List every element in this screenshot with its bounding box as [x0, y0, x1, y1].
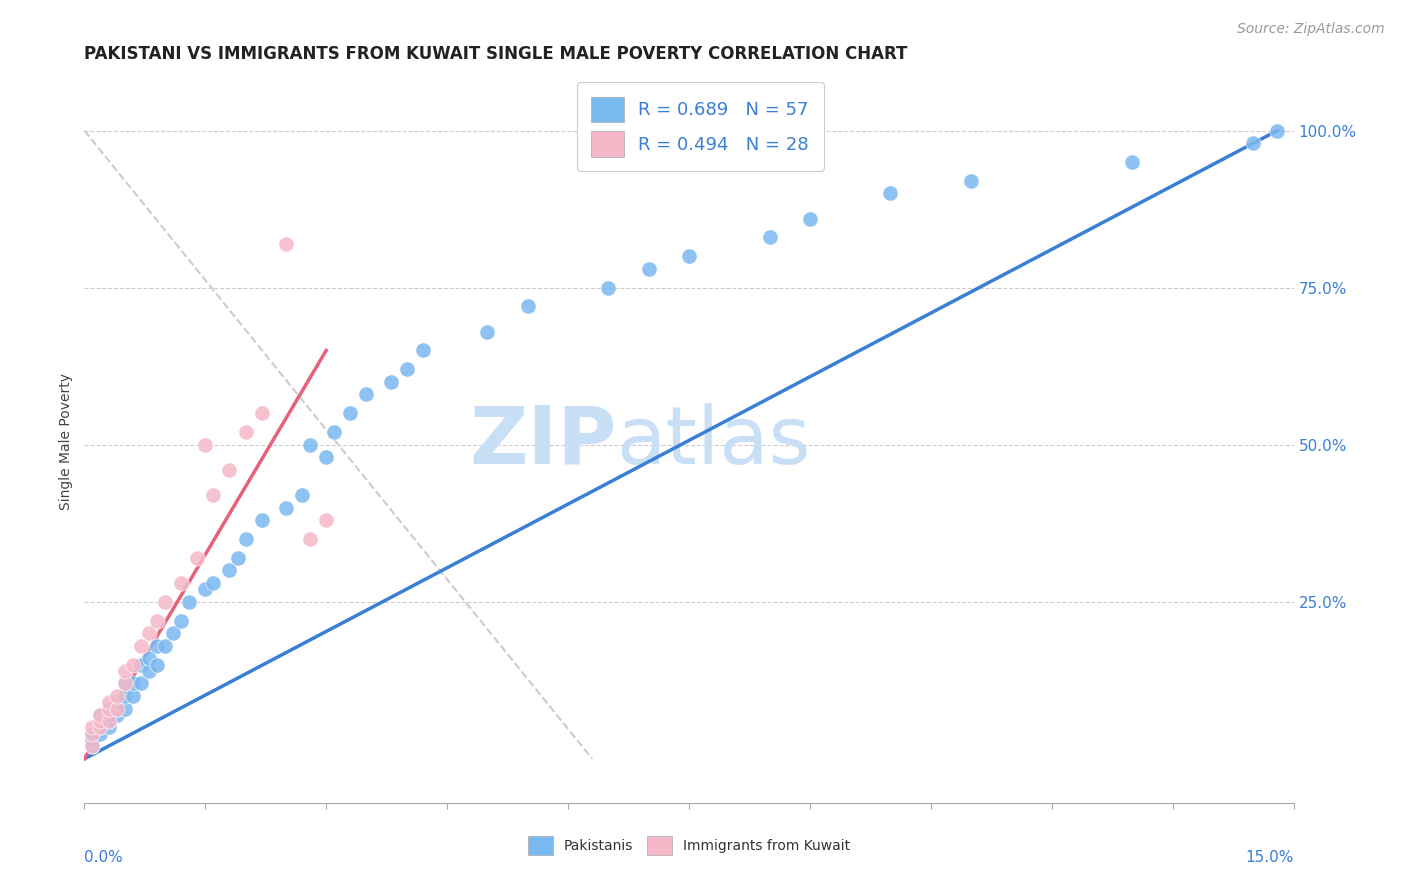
- Point: [114, 676, 136, 690]
- Point: [146, 614, 169, 628]
- Point: [153, 639, 176, 653]
- Point: [380, 375, 402, 389]
- Point: [323, 425, 346, 439]
- Point: [105, 701, 128, 715]
- Point: [202, 488, 225, 502]
- Point: [235, 425, 257, 439]
- Point: [82, 739, 104, 754]
- Point: [97, 701, 120, 715]
- Point: [97, 701, 120, 715]
- Y-axis label: Single Male Poverty: Single Male Poverty: [59, 373, 73, 510]
- Text: ZIP: ZIP: [470, 402, 616, 481]
- Point: [162, 626, 184, 640]
- Point: [356, 387, 378, 401]
- Point: [516, 300, 538, 314]
- Point: [274, 500, 297, 515]
- Text: Source: ZipAtlas.com: Source: ZipAtlas.com: [1237, 22, 1385, 37]
- Point: [179, 595, 201, 609]
- Point: [89, 707, 111, 722]
- Point: [395, 362, 418, 376]
- Point: [97, 714, 120, 728]
- Point: [89, 714, 111, 728]
- Point: [129, 657, 152, 672]
- Point: [97, 707, 120, 722]
- Point: [299, 438, 322, 452]
- Text: atlas: atlas: [616, 402, 811, 481]
- Point: [291, 488, 314, 502]
- Point: [138, 626, 160, 640]
- Point: [105, 707, 128, 722]
- Point: [114, 689, 136, 703]
- Point: [89, 720, 111, 734]
- Point: [758, 230, 780, 244]
- Point: [202, 575, 225, 590]
- Point: [1241, 136, 1264, 150]
- Point: [412, 343, 434, 358]
- Point: [170, 575, 193, 590]
- Point: [218, 463, 240, 477]
- Point: [678, 249, 700, 263]
- Point: [82, 739, 104, 754]
- Point: [250, 513, 273, 527]
- Point: [105, 695, 128, 709]
- Point: [1267, 123, 1289, 137]
- Point: [138, 664, 160, 678]
- Point: [250, 406, 273, 420]
- Text: 0.0%: 0.0%: [84, 850, 124, 864]
- Point: [477, 325, 499, 339]
- Point: [315, 450, 337, 465]
- Point: [194, 582, 217, 597]
- Point: [105, 701, 128, 715]
- Point: [89, 714, 111, 728]
- Point: [274, 236, 297, 251]
- Point: [153, 595, 176, 609]
- Point: [138, 651, 160, 665]
- Point: [598, 280, 620, 294]
- Text: 15.0%: 15.0%: [1246, 850, 1294, 864]
- Point: [170, 614, 193, 628]
- Point: [114, 664, 136, 678]
- Point: [121, 657, 143, 672]
- Point: [315, 513, 337, 527]
- Point: [218, 563, 240, 577]
- Point: [186, 550, 208, 565]
- Point: [82, 727, 104, 741]
- Legend: Pakistanis, Immigrants from Kuwait: Pakistanis, Immigrants from Kuwait: [522, 830, 856, 861]
- Point: [299, 532, 322, 546]
- Point: [114, 676, 136, 690]
- Point: [121, 676, 143, 690]
- Point: [194, 438, 217, 452]
- Point: [960, 174, 983, 188]
- Text: PAKISTANI VS IMMIGRANTS FROM KUWAIT SINGLE MALE POVERTY CORRELATION CHART: PAKISTANI VS IMMIGRANTS FROM KUWAIT SING…: [84, 45, 908, 63]
- Point: [637, 261, 659, 276]
- Point: [97, 714, 120, 728]
- Point: [146, 657, 169, 672]
- Point: [89, 720, 111, 734]
- Point: [97, 695, 120, 709]
- Point: [121, 689, 143, 703]
- Point: [129, 639, 152, 653]
- Point: [235, 532, 257, 546]
- Point: [226, 550, 249, 565]
- Point: [799, 211, 821, 226]
- Point: [89, 727, 111, 741]
- Point: [97, 720, 120, 734]
- Point: [1121, 155, 1143, 169]
- Point: [114, 701, 136, 715]
- Point: [82, 733, 104, 747]
- Point: [89, 707, 111, 722]
- Point: [82, 727, 104, 741]
- Point: [129, 676, 152, 690]
- Point: [82, 720, 104, 734]
- Point: [146, 639, 169, 653]
- Point: [105, 689, 128, 703]
- Point: [879, 186, 901, 201]
- Point: [339, 406, 361, 420]
